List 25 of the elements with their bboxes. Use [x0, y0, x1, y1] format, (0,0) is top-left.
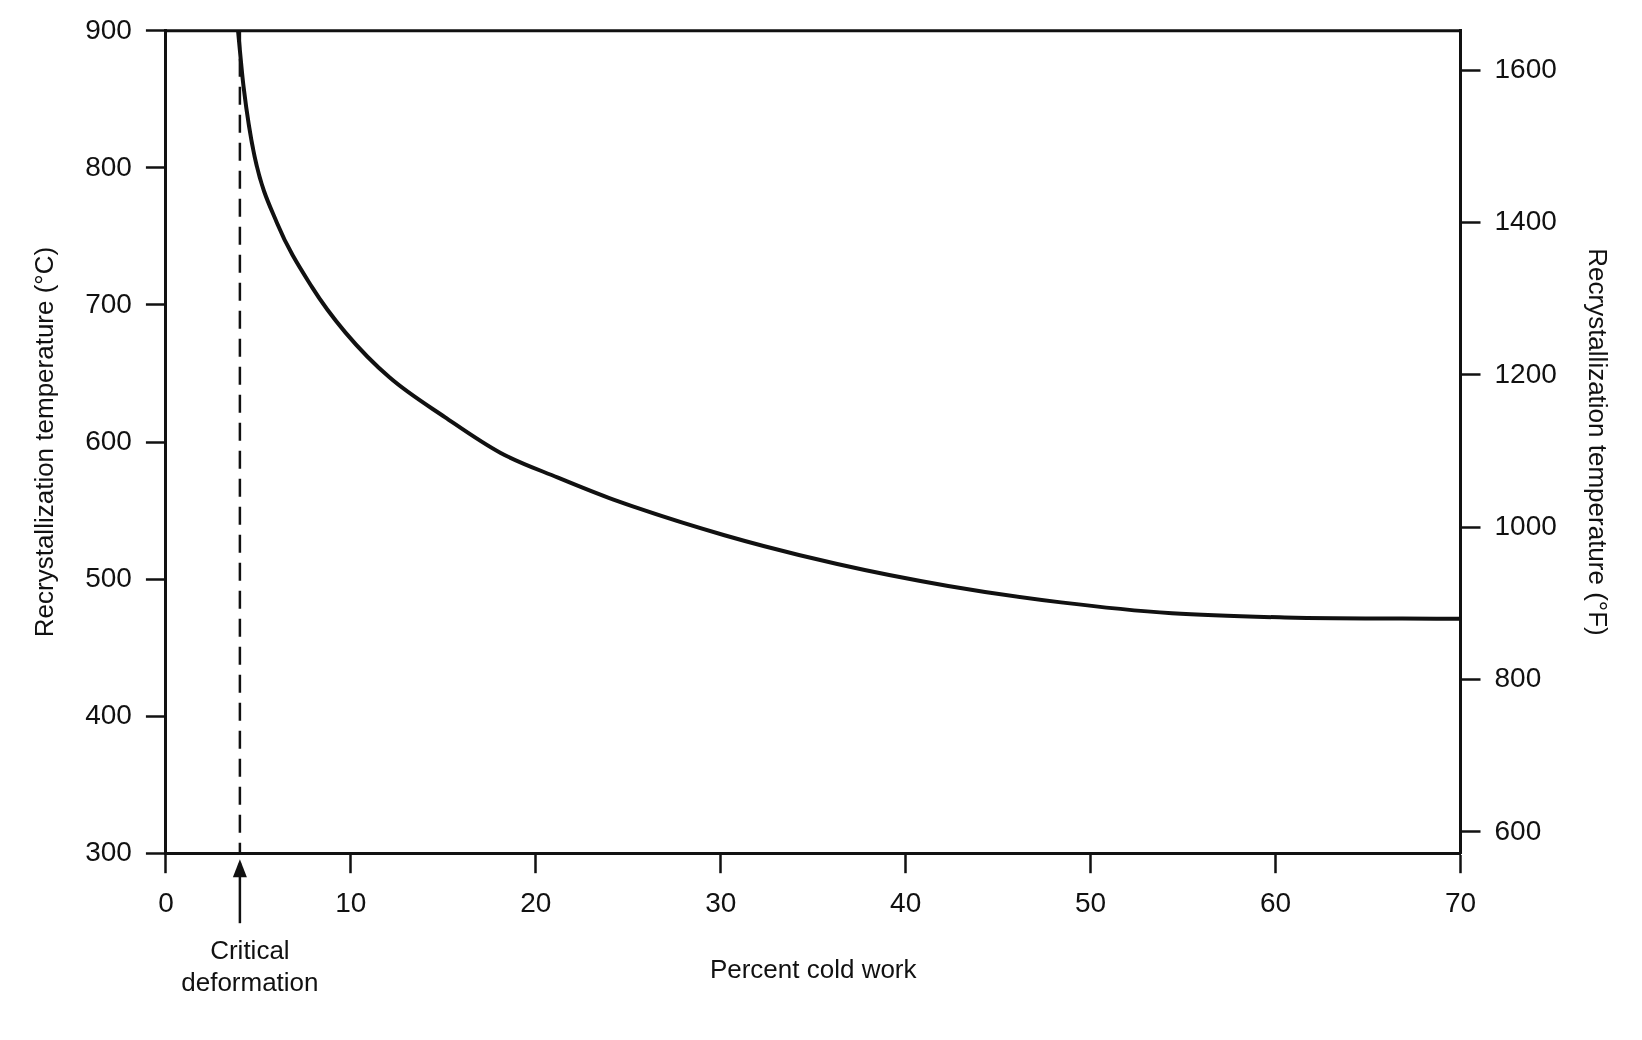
y-tick-label: 400 [85, 698, 132, 730]
y-tick-label: 900 [85, 13, 132, 45]
x-tick-label: 60 [1259, 886, 1292, 918]
y-tick-label: 500 [85, 561, 132, 593]
x-tick-label: 70 [1444, 886, 1477, 918]
y-tick-label: 300 [85, 835, 132, 867]
y-tick-label: 700 [85, 287, 132, 319]
ref-line-label: Critical deformation [181, 935, 319, 998]
y2-tick-label: 1400 [1494, 205, 1557, 237]
x-tick-label: 30 [705, 886, 737, 918]
x-tick-label: 10 [335, 886, 367, 918]
x-tick-label: 20 [520, 886, 552, 918]
y2-tick-label: 1000 [1494, 510, 1557, 541]
x-tick-label: 0 [158, 886, 174, 918]
y2-axis-title: Recrystallization temperature (°F) [1583, 248, 1614, 636]
x-tick-label: 40 [890, 886, 922, 918]
y2-tick-label: 1600 [1494, 53, 1557, 85]
y2-tick-label: 1200 [1494, 357, 1557, 389]
y-tick-label: 600 [85, 424, 132, 456]
y-tick-label: 800 [85, 150, 132, 182]
x-tick-label: 50 [1075, 886, 1107, 918]
y2-tick-label: 600 [1494, 814, 1542, 846]
x-axis-title: Percent cold work [709, 953, 918, 984]
y2-tick-label: 800 [1494, 662, 1542, 694]
y-axis-title: Recrystallization temperature (°C) [28, 246, 59, 638]
